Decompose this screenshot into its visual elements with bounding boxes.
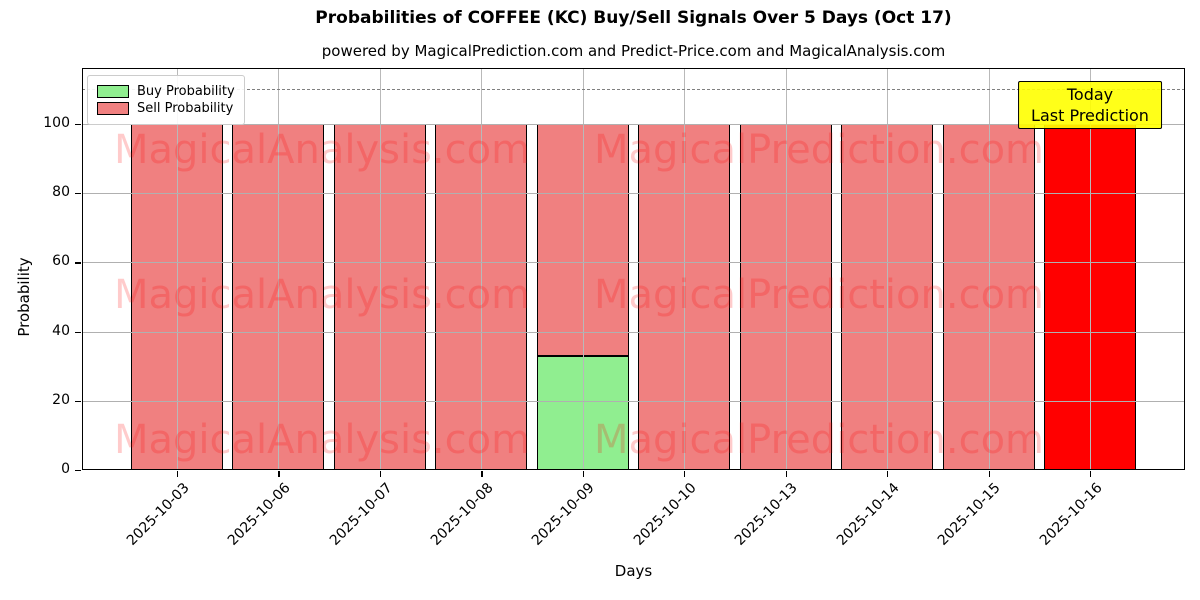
x-tick <box>785 471 787 477</box>
x-tick <box>379 471 382 477</box>
watermark-text: MagicalPrediction.com <box>594 272 1044 318</box>
chart-title: Probabilities of COFFEE (KC) Buy/Sell Si… <box>315 8 952 28</box>
y-tick <box>75 124 81 126</box>
x-axis-label: Days <box>614 562 653 580</box>
watermark-text: MagicalAnalysis.com <box>113 417 531 463</box>
legend: Buy Probability Sell Probability <box>87 75 245 125</box>
y-tick <box>75 262 81 264</box>
gridline-vertical <box>278 68 280 470</box>
annotation-line1: Today <box>1066 85 1114 104</box>
y-tick-label: 20 <box>52 391 70 408</box>
legend-swatch-icon <box>97 85 129 98</box>
gridline-vertical <box>785 68 787 470</box>
x-tick <box>582 471 584 477</box>
x-tick-label: 2025-10-03 <box>123 480 193 549</box>
gridline-vertical <box>481 68 483 470</box>
gridline-horizontal <box>82 124 1185 125</box>
watermark-text: MagicalAnalysis.com <box>113 127 531 173</box>
x-tick <box>278 471 280 477</box>
x-tick <box>988 471 990 477</box>
watermark-text: MagicalPrediction.com <box>594 127 1044 173</box>
x-tick-label: 2025-10-14 <box>833 480 903 549</box>
y-tick-label: 80 <box>52 184 70 201</box>
x-tick <box>887 471 889 477</box>
y-tick-label: 0 <box>61 461 70 477</box>
x-tick-label: 2025-10-06 <box>224 480 294 549</box>
plot-area: MagicalAnalysis.com MagicalPrediction.com… <box>43 68 1185 549</box>
legend-item: Buy Probability <box>97 84 235 99</box>
x-tick <box>177 471 179 477</box>
legend-label: Sell Probability <box>137 101 234 116</box>
y-axis-label: Probability <box>15 257 33 337</box>
x-tick <box>1090 471 1092 477</box>
gridline-horizontal <box>82 262 1185 264</box>
y-tick-label: 40 <box>52 322 70 339</box>
y-tick <box>75 331 81 333</box>
y-tick-label: 100 <box>43 115 70 131</box>
y-tick <box>75 470 81 472</box>
y-tick-label: 60 <box>52 253 70 270</box>
watermark-text: MagicalAnalysis.com <box>113 272 531 318</box>
x-tick-label: 2025-10-10 <box>630 480 700 549</box>
gridline-vertical <box>887 68 889 470</box>
annotation-line2: Last Prediction <box>1031 106 1149 125</box>
threshold-dashed-line <box>82 89 1185 91</box>
legend-item: Sell Probability <box>97 101 235 116</box>
y-tick <box>75 400 81 402</box>
x-tick-label: 2025-10-13 <box>732 480 801 549</box>
watermark-text: MagicalPrediction.com <box>594 417 1044 463</box>
gridline-vertical <box>684 68 686 470</box>
gridline-vertical <box>1090 68 1091 470</box>
gridline-horizontal <box>82 331 1185 333</box>
y-tick <box>75 193 81 195</box>
gridline-horizontal <box>82 193 1185 195</box>
chart-subtitle: powered by MagicalPrediction.com and Pre… <box>321 42 946 60</box>
x-tick-label: 2025-10-16 <box>1036 480 1106 549</box>
legend-swatch-icon <box>97 102 129 115</box>
gridline-vertical <box>379 68 381 470</box>
x-tick-label: 2025-10-09 <box>529 480 599 549</box>
gridline-vertical <box>582 68 584 470</box>
x-tick-label: 2025-10-07 <box>326 480 396 549</box>
x-tick-label: 2025-10-08 <box>427 480 497 549</box>
x-tick <box>684 471 686 477</box>
x-tick <box>481 471 483 477</box>
today-annotation: Today Last Prediction <box>1018 81 1162 129</box>
legend-label: Buy Probability <box>137 84 235 99</box>
x-tick-label: 2025-10-15 <box>935 480 1004 549</box>
gridline-vertical <box>177 68 178 470</box>
gridline-horizontal <box>82 400 1185 402</box>
gridline-vertical <box>988 68 990 470</box>
